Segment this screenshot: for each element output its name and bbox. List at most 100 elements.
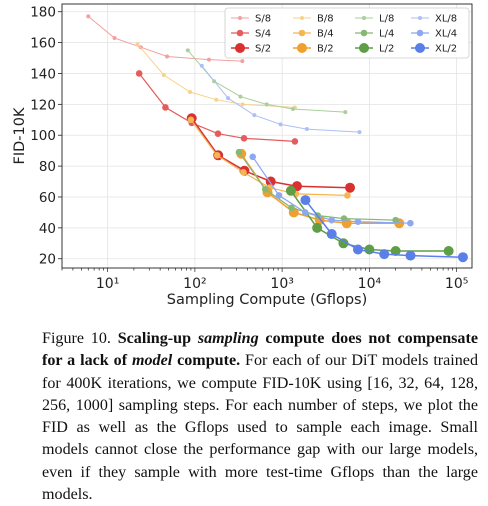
series-line (191, 117, 351, 189)
data-point (240, 168, 247, 176)
legend-label: S/4 (255, 29, 271, 40)
data-point (343, 110, 348, 115)
data-point (86, 14, 91, 19)
data-point (288, 204, 295, 212)
caption-title-part-3: compute. (172, 352, 241, 370)
legend-marker (297, 43, 307, 53)
data-point (161, 73, 166, 78)
legend-item: L/2 (355, 43, 394, 55)
data-point (392, 216, 399, 224)
data-point (275, 192, 283, 199)
figure-label: Figure 10. (42, 330, 111, 347)
legend-label: L/8 (379, 14, 394, 25)
y-tick-label: 40 (39, 221, 56, 237)
data-point (226, 96, 231, 101)
legend-item: XL/2 (411, 43, 457, 55)
x-tick-label: 10⁴ (358, 276, 382, 292)
x-tick-label: 10⁵ (445, 276, 468, 292)
x-tick-label: 10³ (270, 276, 293, 292)
data-point (238, 94, 243, 99)
legend-item: S/8 (231, 14, 271, 25)
data-point (162, 104, 169, 111)
data-point (312, 222, 323, 233)
y-tick-label: 140 (30, 66, 56, 82)
data-point (290, 106, 295, 111)
data-point (354, 218, 362, 225)
y-tick-label: 60 (39, 190, 56, 206)
legend-label: B/4 (317, 29, 334, 40)
data-point (264, 102, 269, 107)
data-point (291, 138, 299, 145)
legend-item: L/8 (355, 14, 394, 25)
series-line (137, 43, 295, 108)
legend-label: XL/2 (435, 44, 457, 55)
data-point (357, 130, 362, 135)
legend-item: L/4 (355, 29, 394, 40)
data-point (345, 182, 356, 193)
legend-label: B/8 (317, 14, 334, 25)
legend-item: B/2 (293, 43, 334, 55)
legend-marker (359, 43, 369, 53)
legend-label: L/2 (379, 44, 394, 55)
caption-title-part-2: compute does not compensate for a lack o… (42, 330, 478, 370)
series-group (86, 14, 468, 263)
x-axis-label: Sampling Compute (Gflops) (167, 292, 368, 308)
data-point (285, 185, 296, 196)
data-point (252, 113, 257, 118)
series-xl-8 (199, 63, 362, 135)
y-tick-label: 80 (39, 159, 56, 175)
caption-body: For each of our DiT models trained for 4… (42, 352, 479, 504)
data-point (185, 48, 190, 53)
legend-label: B/2 (317, 44, 334, 55)
series-line (290, 190, 449, 252)
data-point (379, 249, 390, 260)
data-point (301, 209, 309, 216)
data-point (135, 70, 143, 77)
data-point (443, 246, 454, 257)
series-xl-4 (249, 153, 414, 227)
legend-marker (300, 16, 304, 20)
data-point (213, 151, 221, 159)
data-point (206, 57, 211, 62)
legend-item: S/4 (231, 29, 271, 40)
data-point (240, 102, 245, 107)
legend-label: XL/8 (435, 14, 457, 25)
legend-marker (360, 29, 368, 37)
series-s-2 (186, 113, 356, 193)
series-line (138, 73, 295, 142)
legend-item: XL/8 (411, 14, 457, 25)
data-point (328, 216, 336, 224)
series-b-4 (187, 116, 351, 199)
data-point (135, 42, 140, 47)
legend-marker (415, 43, 425, 53)
legend: S/8 S/4 S/2 B/8 B/4 B/2 L/8 L/4 L/2 XL/8 XL/4 XL/2 (224, 7, 470, 59)
y-tick-label: 20 (39, 252, 56, 268)
tick-labels: 20 40 60 80 100 120 140 160 180 10¹ 10² 10³ 10⁴ 10⁵ (30, 5, 468, 292)
series-line (87, 16, 243, 62)
series-s-4 (135, 70, 299, 145)
legend-marker (235, 43, 245, 53)
data-point (214, 130, 222, 137)
data-point (352, 244, 363, 255)
data-point (214, 97, 219, 102)
legend-item: S/2 (231, 43, 271, 55)
y-tick-label: 100 (30, 128, 56, 144)
data-point (326, 229, 337, 240)
legend-label: XL/4 (435, 29, 457, 40)
figure-caption: Figure 10. Scaling-up sampling compute d… (42, 328, 478, 506)
caption-title-emphasis-sampling: sampling (197, 330, 259, 347)
data-point (364, 244, 375, 255)
series-line (304, 199, 463, 258)
legend-label: L/4 (379, 29, 394, 40)
caption-title-emphasis-model: model (131, 352, 173, 370)
data-point (235, 148, 243, 156)
data-point (165, 54, 170, 59)
x-tick-label: 10² (183, 276, 206, 292)
data-point (249, 153, 257, 161)
legend-marker (418, 16, 422, 20)
legend-marker (238, 16, 242, 20)
series-s-8 (86, 14, 245, 64)
caption-title-part-1: Scaling-up (117, 330, 198, 347)
data-point (344, 192, 351, 199)
data-point (300, 195, 311, 206)
